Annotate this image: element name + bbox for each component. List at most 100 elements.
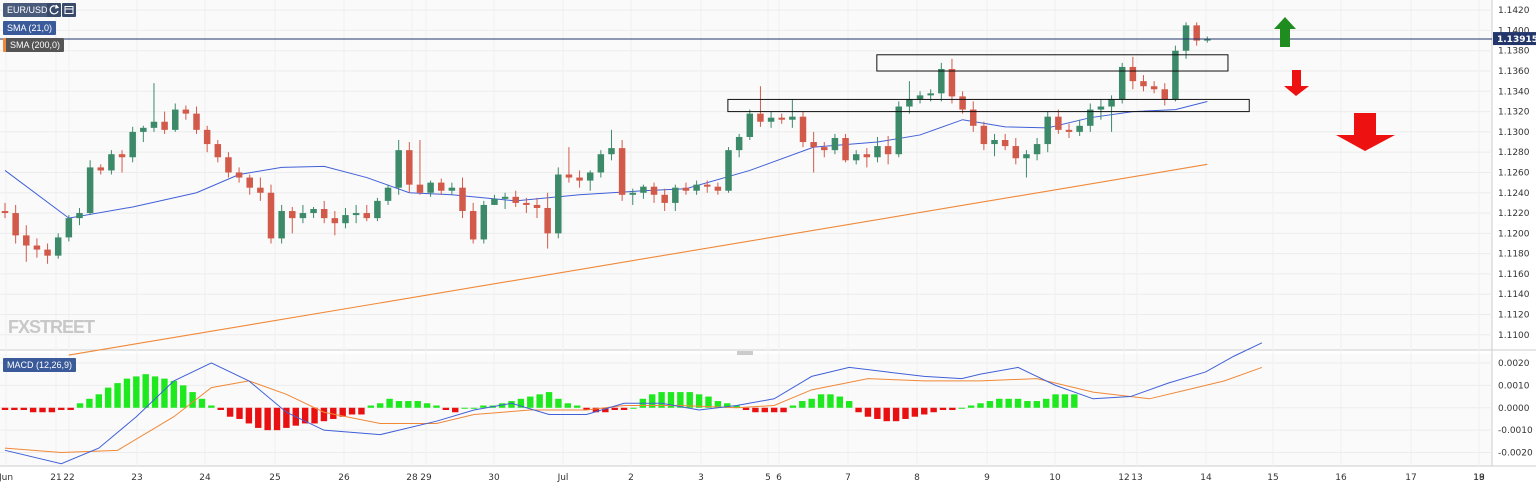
macd-histogram-bar: [930, 407, 937, 413]
candle-body: [1172, 50, 1179, 100]
sma200-label[interactable]: SMA (200,0): [3, 38, 65, 52]
candle-body: [108, 154, 115, 171]
candle-body: [544, 207, 551, 234]
macd-histogram-bar: [330, 407, 337, 419]
candle-body: [874, 146, 881, 158]
range-box: [876, 54, 1229, 72]
time-tick-label: 12: [1118, 473, 1129, 483]
macd-histogram-bar: [620, 407, 628, 410]
price-tick-label: 1.1160: [1498, 270, 1530, 280]
macd-histogram-bar: [236, 407, 243, 419]
macd-histogram-bar: [58, 407, 65, 410]
time-tick-label: 21: [50, 473, 61, 483]
macd-histogram-bar: [527, 396, 534, 408]
macd-histogram-bar: [452, 407, 459, 413]
macd-histogram-bar: [170, 380, 178, 408]
macd-histogram-bar: [1042, 398, 1050, 408]
candle-body: [1097, 106, 1105, 110]
candle-body: [1023, 154, 1030, 159]
macd-histogram-bar: [217, 407, 224, 410]
macd-histogram-bar: [921, 407, 928, 415]
macd-histogram-bar: [949, 407, 956, 410]
macd-histogram-bar: [996, 398, 1003, 408]
macd-histogram-bar: [245, 407, 253, 424]
macd-histogram-bar: [29, 407, 37, 413]
arrow-down-icon: [1284, 70, 1309, 96]
macd-histogram-bar: [770, 407, 778, 413]
candle-body: [203, 129, 211, 145]
candle-body: [789, 116, 796, 120]
macd-histogram-bar: [189, 392, 196, 408]
candle-body: [342, 215, 349, 224]
calendar-icon: [64, 6, 74, 14]
time-tick-label: 16: [1335, 473, 1347, 483]
candle-body: [597, 154, 605, 173]
last-price-text: 1.13915: [1497, 35, 1536, 45]
macd-histogram-bar: [967, 405, 975, 408]
macd-histogram-bar: [789, 405, 797, 408]
candle-body: [959, 96, 966, 110]
candle-body: [629, 192, 637, 195]
macd-label[interactable]: MACD (12,26,9): [3, 358, 77, 372]
time-tick-label: 5: [765, 473, 771, 483]
candle-body: [703, 184, 711, 187]
candle-body: [1076, 125, 1083, 132]
symbol-label[interactable]: EUR/USD: [3, 3, 52, 17]
candle-body: [1182, 25, 1190, 51]
price-tick-label: 1.1340: [1498, 87, 1530, 97]
macd-histogram-bar: [339, 407, 346, 417]
macd-histogram-bar: [602, 407, 609, 413]
price-tick-label: 1.1260: [1498, 168, 1530, 178]
macd-histogram-bar: [48, 407, 56, 413]
macd-histogram-bar: [517, 398, 525, 408]
calendar-button[interactable]: [62, 3, 76, 17]
macd-histogram-bar: [423, 403, 431, 408]
candle-body: [267, 192, 275, 239]
time-tick-label: Jul: [557, 473, 569, 483]
candle-body: [980, 125, 988, 145]
price-tick-label: 1.1100: [1498, 331, 1530, 341]
macd-histogram-bar: [180, 385, 187, 408]
candle-body: [1193, 25, 1200, 41]
macd-histogram-bar: [555, 398, 562, 408]
time-tick-label: 25: [269, 473, 280, 483]
candle-body: [352, 213, 360, 216]
candle-body: [86, 167, 94, 214]
candle-body: [565, 174, 573, 178]
candle-body: [821, 147, 828, 151]
candle-body: [12, 213, 19, 236]
refresh-button[interactable]: [47, 3, 61, 17]
last-price-badge: [1493, 32, 1536, 46]
macd-histogram-bar: [39, 407, 46, 413]
macd-histogram-bar: [592, 407, 600, 413]
candle-body: [576, 177, 583, 181]
candle-body: [523, 202, 530, 205]
candle-body: [299, 213, 307, 219]
candle-body: [140, 127, 147, 132]
macd-histogram-bar: [808, 398, 815, 408]
macd-histogram-bar: [573, 405, 581, 408]
candle-body: [1129, 66, 1137, 82]
candle-body: [1087, 109, 1094, 126]
price-panel: [0, 0, 1492, 349]
sma21-label[interactable]: SMA (21,0): [3, 21, 57, 35]
macd-histogram-bar: [855, 407, 862, 413]
macd-histogram-bar: [461, 407, 468, 409]
candle-body: [225, 157, 232, 173]
macd-histogram-bar: [1005, 398, 1012, 408]
macd-histogram-bar: [442, 407, 450, 410]
macd-histogram-bar: [977, 403, 984, 408]
macd-histogram-bar: [780, 407, 787, 413]
time-tick-label: 17: [1405, 473, 1416, 483]
macd-histogram-bar: [367, 405, 375, 408]
macd-histogram-bar: [1033, 401, 1040, 408]
time-tick-label: 19: [1473, 473, 1485, 483]
candle-body: [618, 148, 626, 195]
macd-histogram-bar: [564, 403, 571, 408]
macd-histogram-bar: [311, 407, 318, 424]
candle-body: [714, 186, 722, 191]
macd-histogram-bar: [348, 407, 356, 415]
macd-histogram-bar: [133, 376, 140, 408]
candle-body: [480, 204, 488, 240]
